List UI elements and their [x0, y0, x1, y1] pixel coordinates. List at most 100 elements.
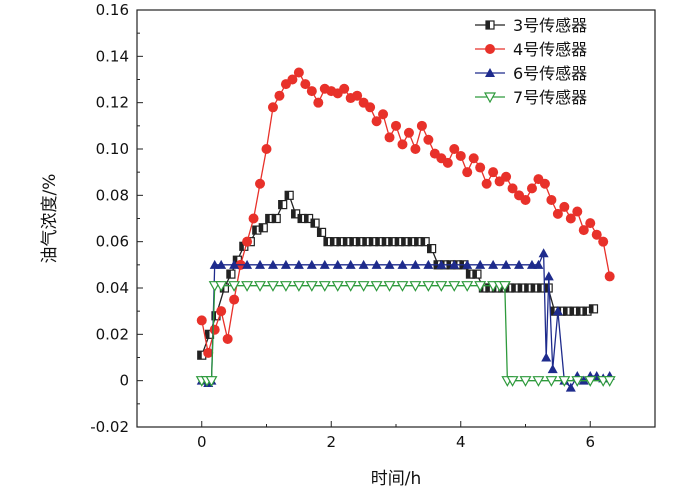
data-point: [370, 281, 383, 292]
data-point: [526, 259, 537, 269]
data-point: [436, 259, 447, 269]
data-point-fill: [583, 307, 588, 316]
data-point: [391, 120, 401, 131]
data-point-fill: [272, 214, 277, 223]
data-point: [209, 259, 220, 269]
data-point: [365, 102, 376, 113]
data-point: [196, 315, 207, 326]
data-point: [520, 194, 531, 205]
data-point: [345, 259, 356, 269]
y-tick-label: 0.04: [96, 279, 129, 297]
data-point: [396, 281, 409, 292]
data-point: [319, 259, 330, 269]
legend-label: 4号传感器: [513, 40, 587, 59]
data-point: [318, 281, 331, 292]
y-tick-label: 0.02: [96, 325, 129, 343]
data-point-fill: [205, 330, 210, 339]
data-point: [488, 167, 499, 178]
data-point: [545, 376, 558, 387]
data-point: [501, 171, 512, 182]
data-point: [462, 259, 473, 269]
data-point: [371, 116, 382, 127]
y-tick-label: 0.08: [96, 186, 129, 204]
data-point-fill: [550, 307, 555, 316]
series-4: [195, 281, 616, 387]
legend-marker-fill: [486, 21, 490, 29]
data-point-fill: [356, 237, 361, 246]
data-point-fill: [382, 237, 387, 246]
data-point: [332, 259, 343, 269]
data-point: [442, 157, 453, 168]
data-point: [559, 201, 570, 212]
data-point-fill: [252, 226, 257, 235]
data-point: [205, 376, 218, 387]
data-point-fill: [233, 256, 238, 265]
data-point-fill: [265, 214, 270, 223]
legend-label: 6号传感器: [513, 64, 587, 83]
data-point: [591, 229, 602, 240]
data-point-fill: [291, 209, 296, 218]
data-point-fill: [278, 200, 283, 209]
data-point-fill: [343, 237, 348, 246]
data-point-fill: [537, 284, 542, 292]
legend: 3号传感器 4号传感器 6号传感器 7号传感器: [475, 16, 587, 107]
legend-entry: 6号传感器: [475, 64, 587, 83]
data-point: [229, 259, 240, 269]
data-point-fill: [472, 270, 477, 279]
data-point: [228, 281, 241, 292]
data-point: [222, 333, 233, 344]
data-point: [358, 259, 369, 269]
data-point: [462, 167, 473, 178]
data-point-fill: [570, 307, 575, 316]
data-point: [409, 281, 422, 292]
data-point-fill: [524, 284, 529, 292]
data-point: [313, 97, 324, 108]
data-point: [603, 376, 616, 387]
data-point: [203, 347, 214, 358]
data-point: [449, 259, 460, 269]
data-point-fill: [414, 237, 419, 246]
legend-entry: 7号传感器: [475, 88, 587, 107]
data-point: [571, 376, 584, 387]
series-line: [201, 71, 611, 354]
data-point: [293, 259, 304, 269]
legend-label: 7号传感器: [513, 88, 587, 107]
data-point: [565, 213, 576, 224]
data-point-fill: [531, 284, 536, 292]
data-point: [306, 86, 317, 97]
y-axis-title: 油气浓度/%: [40, 174, 60, 264]
y-tick-label: 0.12: [96, 94, 129, 112]
y-tick-label: 0.10: [96, 140, 129, 158]
data-point: [498, 281, 511, 292]
data-point: [403, 127, 414, 138]
data-point-fill: [466, 270, 471, 279]
data-point: [300, 79, 311, 90]
data-point-fill: [239, 242, 244, 251]
data-point-fill: [563, 307, 568, 316]
data-point-fill: [388, 237, 393, 246]
data-point-fill: [317, 228, 322, 237]
series-line: [201, 194, 594, 356]
data-point: [255, 178, 266, 189]
series-layer: [195, 67, 616, 392]
data-point: [585, 218, 596, 229]
data-point-fill: [336, 237, 341, 246]
data-point-fill: [298, 214, 303, 223]
data-point: [241, 281, 254, 292]
data-point: [598, 236, 609, 247]
x-tick-label: 0: [197, 433, 207, 451]
data-point: [565, 382, 576, 392]
data-point-fill: [324, 237, 329, 246]
data-point: [242, 259, 253, 269]
series-2: [196, 67, 615, 358]
data-point: [506, 376, 519, 387]
data-point: [397, 139, 408, 150]
data-point: [507, 183, 518, 194]
data-point: [371, 259, 382, 269]
data-point: [267, 102, 278, 113]
legend-entry: 4号传感器: [475, 40, 587, 59]
data-point-fill: [304, 214, 309, 223]
data-point: [532, 376, 545, 387]
data-point: [475, 259, 486, 269]
